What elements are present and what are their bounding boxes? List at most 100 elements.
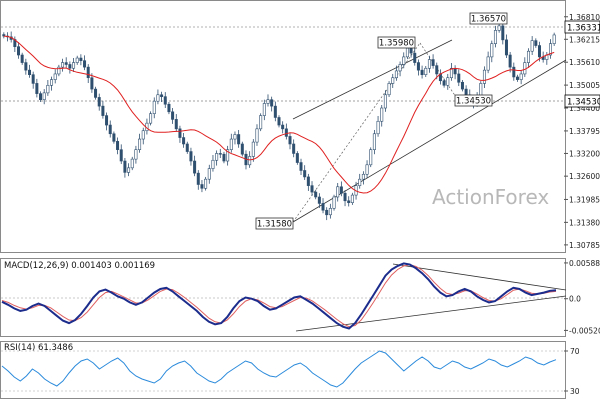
- candle-body: [229, 138, 233, 150]
- candle-body: [552, 34, 556, 44]
- macd-panel-frame: [0, 258, 566, 337]
- price-tick-label: 1.32600: [569, 172, 600, 181]
- candle-body: [53, 73, 57, 80]
- candle-body: [398, 64, 402, 72]
- candle-body: [39, 93, 43, 100]
- rsi-axis: 70 30: [1, 347, 580, 396]
- candle-body: [50, 79, 54, 86]
- candle-body: [167, 103, 171, 113]
- macd-panel-label: MACD(12,26,9) 0.001403 0.001169: [4, 261, 155, 271]
- candle-body: [222, 153, 226, 162]
- candle-body: [182, 137, 186, 145]
- macd-tick-label: -0.005209: [569, 326, 600, 335]
- candle-body: [108, 124, 112, 135]
- price-tick-label: 1.33795: [569, 127, 600, 136]
- candle-body: [501, 25, 505, 41]
- candle-body: [134, 149, 138, 160]
- annotation-high-2: 1.36570: [469, 12, 508, 25]
- candle-body: [288, 136, 292, 145]
- candle-body: [226, 149, 230, 162]
- candle-body: [130, 158, 134, 169]
- candle-body: [193, 160, 197, 174]
- candle-body: [464, 88, 468, 96]
- candle-body: [119, 149, 123, 162]
- candle-body: [215, 153, 219, 161]
- candle-body: [35, 83, 39, 94]
- candle-body: [189, 151, 193, 162]
- candle-body: [259, 115, 263, 130]
- annotation-high-1-label: 1.35980: [379, 39, 414, 49]
- candle-body: [94, 88, 98, 98]
- candle-body: [97, 97, 101, 107]
- candle-body: [31, 74, 35, 84]
- candle-body: [83, 60, 87, 68]
- fib-dashed-line-1: [292, 42, 421, 223]
- candle-body: [185, 143, 189, 152]
- candle-body: [196, 172, 200, 185]
- candle-body: [490, 43, 494, 58]
- price-tick-label: 1.35005: [569, 81, 600, 90]
- candle-body: [530, 40, 534, 52]
- candle-body: [28, 69, 32, 75]
- candle-body: [292, 143, 296, 154]
- candle-body: [446, 77, 450, 86]
- candle-body: [376, 120, 380, 135]
- candle-body: [233, 134, 237, 140]
- price-tick-label: 1.31380: [569, 218, 600, 227]
- candle-body: [339, 186, 343, 194]
- candle-body: [332, 196, 336, 209]
- candle-body: [460, 81, 464, 90]
- support-level-badge: 1.34530: [564, 94, 600, 108]
- candle-body: [383, 94, 387, 109]
- candle-body: [413, 52, 417, 63]
- annotation-high-1: 1.35980: [377, 36, 416, 49]
- candle-body: [380, 107, 384, 122]
- candle-body: [295, 153, 299, 163]
- candle-body: [314, 191, 318, 198]
- candle-body: [116, 141, 120, 150]
- candle-body: [112, 133, 116, 142]
- candle-body: [482, 69, 486, 84]
- candle-body: [237, 134, 241, 145]
- candle-body: [138, 138, 142, 150]
- candle-body: [365, 164, 369, 175]
- candle-body: [449, 67, 453, 79]
- support-level-value: 1.34530: [567, 98, 600, 108]
- candle-body: [255, 128, 259, 143]
- candle-body: [350, 194, 354, 203]
- macd-tick-label: 0.005883: [569, 259, 600, 268]
- candle-body: [358, 178, 362, 186]
- candle-body: [152, 100, 156, 114]
- price-panel-frame: [0, 0, 566, 253]
- candle-body: [273, 105, 277, 118]
- current-price-value: 1.36331: [567, 24, 600, 34]
- price-tick-label: 1.31985: [569, 195, 600, 204]
- candle-body: [515, 76, 519, 80]
- candle-body: [156, 94, 160, 102]
- rsi-panel-frame: [0, 341, 566, 399]
- candle-body: [204, 178, 208, 189]
- candle-body: [405, 47, 409, 58]
- candle-body: [20, 54, 24, 63]
- candle-body: [248, 156, 252, 166]
- candle-body: [218, 153, 222, 155]
- candle-body: [512, 66, 516, 78]
- candle-body: [299, 162, 303, 171]
- candle-body: [174, 119, 178, 130]
- candle-body: [207, 168, 211, 180]
- candle-body: [75, 57, 79, 63]
- candle-body: [90, 77, 94, 90]
- candle-body: [141, 130, 145, 140]
- candle-body: [424, 67, 428, 75]
- candle-body: [123, 160, 127, 173]
- rsi-line: [1, 350, 557, 388]
- macd-trendline-upper: [392, 263, 567, 291]
- candle-body: [64, 62, 68, 65]
- candle-body: [402, 56, 406, 65]
- candle-body: [431, 59, 435, 66]
- candle-body: [420, 69, 424, 75]
- candle-body: [86, 66, 90, 79]
